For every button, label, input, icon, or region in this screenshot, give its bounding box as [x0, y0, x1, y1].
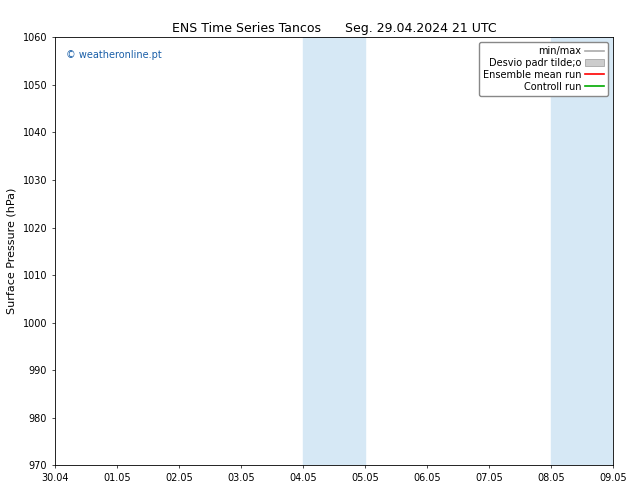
Bar [303, 37, 365, 466]
Text: © weatheronline.pt: © weatheronline.pt [66, 50, 162, 60]
Y-axis label: Surface Pressure (hPa): Surface Pressure (hPa) [7, 188, 17, 315]
Title: ENS Time Series Tancos      Seg. 29.04.2024 21 UTC: ENS Time Series Tancos Seg. 29.04.2024 2… [172, 22, 496, 35]
Bar [551, 37, 613, 466]
Legend: min/max, Desvio padr tilde;o, Ensemble mean run, Controll run: min/max, Desvio padr tilde;o, Ensemble m… [479, 42, 609, 96]
